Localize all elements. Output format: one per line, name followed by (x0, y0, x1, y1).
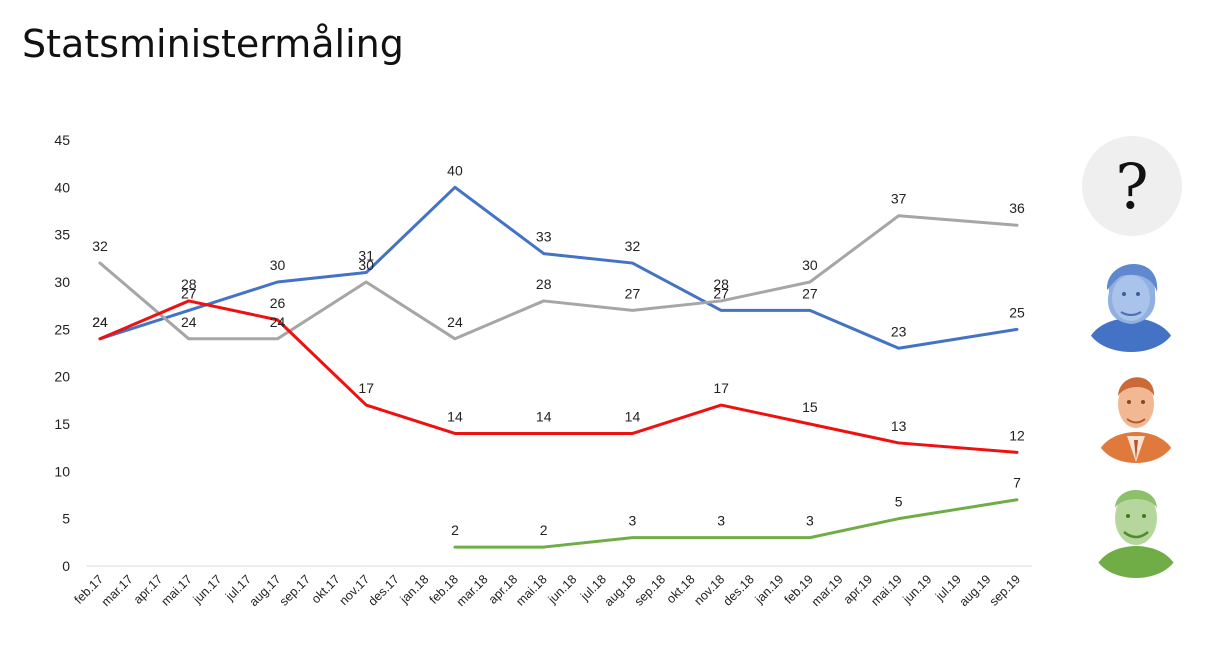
x-tick-label: okt.18 (664, 572, 698, 606)
x-tick-label: aug.19 (957, 572, 994, 609)
data-label: 3 (717, 513, 725, 529)
y-tick-label: 35 (54, 227, 70, 243)
data-label: 7 (1013, 475, 1021, 491)
data-label: 28 (713, 276, 729, 292)
data-label: 28 (181, 276, 197, 292)
x-tick-label: aug.18 (602, 572, 639, 609)
y-tick-label: 25 (54, 321, 70, 337)
x-tick-label: mar.19 (809, 572, 846, 609)
data-label: 24 (270, 314, 286, 330)
portrait-orange-icon (1097, 377, 1175, 463)
x-tick-label: mai.17 (158, 572, 194, 608)
x-tick-label: des.17 (365, 572, 401, 608)
data-label: 24 (92, 314, 108, 330)
data-label: 31 (358, 248, 374, 264)
x-tick-label: jun.19 (900, 572, 935, 607)
data-label: 3 (806, 513, 814, 529)
x-tick-label: sep.19 (987, 572, 1023, 608)
data-label: 27 (625, 285, 641, 301)
data-label: 30 (358, 257, 374, 273)
data-label: 12 (1009, 427, 1025, 443)
x-tick-label: mar.17 (99, 572, 136, 609)
data-label: 36 (1009, 200, 1025, 216)
x-tick-label: nov.17 (337, 572, 373, 608)
data-label: 15 (802, 399, 818, 415)
portrait-blue-icon (1087, 263, 1175, 352)
data-label: 24 (181, 314, 197, 330)
y-tick-label: 20 (54, 369, 70, 385)
data-label: 3 (629, 513, 637, 529)
x-tick-label: jan.19 (752, 572, 787, 607)
data-label: 23 (891, 323, 907, 339)
x-tick-label: aug.17 (247, 572, 284, 609)
data-label: 14 (536, 408, 552, 424)
data-label: 28 (536, 276, 552, 292)
y-tick-label: 30 (54, 274, 70, 290)
data-label: 32 (92, 238, 108, 254)
x-tick-label: sep.17 (277, 572, 313, 608)
data-label: 24 (447, 314, 463, 330)
data-label: 30 (270, 257, 286, 273)
data-label: 27 (713, 285, 729, 301)
x-tick-label: mar.18 (454, 572, 491, 609)
series-line-3 (98, 299, 1019, 454)
x-tick-label: jun.17 (190, 572, 225, 607)
data-label: 40 (447, 162, 463, 178)
data-label: 2 (540, 522, 548, 538)
series-line-2 (98, 214, 1019, 341)
y-tick-label: 45 (54, 132, 70, 148)
data-label: 17 (358, 380, 374, 396)
data-label: 25 (1009, 304, 1025, 320)
series-line-4 (453, 498, 1019, 549)
y-tick-label: 0 (62, 558, 70, 574)
data-label: 37 (891, 191, 907, 207)
data-label: 14 (625, 408, 641, 424)
chart-title: Statsministermåling (22, 22, 404, 66)
y-tick-label: 5 (62, 511, 70, 527)
x-tick-label: mai.18 (513, 572, 549, 608)
data-label: 33 (536, 229, 552, 245)
data-label: 32 (625, 238, 641, 254)
unknown-candidate-icon: ? (1082, 136, 1182, 236)
x-tick-label: nov.18 (692, 572, 728, 608)
data-label: 2 (451, 522, 459, 538)
x-tick-label: okt.17 (309, 572, 343, 606)
data-label: 5 (895, 494, 903, 510)
data-label: 26 (270, 295, 286, 311)
y-tick-label: 15 (54, 416, 70, 432)
line-chart: 051015202530354045feb.17mar.17apr.17mai.… (54, 132, 1032, 609)
data-label: 24 (92, 314, 108, 330)
y-tick-label: 10 (54, 463, 70, 479)
x-tick-label: des.18 (720, 572, 756, 608)
data-label: 17 (713, 380, 729, 396)
x-tick-label: sep.18 (632, 572, 668, 608)
question-mark: ? (1115, 149, 1149, 223)
x-tick-label: jan.18 (397, 572, 432, 607)
portrait-green-icon (1094, 490, 1178, 578)
data-label: 27 (181, 285, 197, 301)
data-label: 27 (802, 285, 818, 301)
x-tick-label: jun.18 (545, 572, 580, 607)
series-line-1 (98, 185, 1019, 350)
data-label: 14 (447, 408, 463, 424)
data-label: 13 (891, 418, 907, 434)
x-tick-label: mai.19 (868, 572, 904, 608)
data-label: 30 (802, 257, 818, 273)
y-tick-label: 40 (54, 179, 70, 195)
